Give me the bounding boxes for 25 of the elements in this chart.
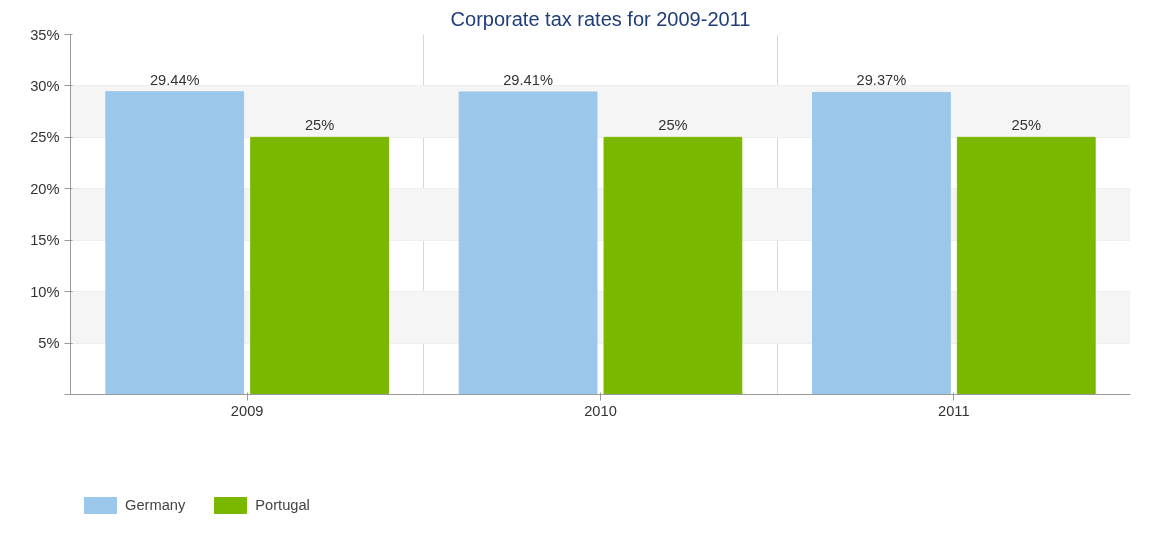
legend-label: Portugal xyxy=(255,496,310,513)
y-tick-label: 15% xyxy=(30,232,60,249)
data-label: 25% xyxy=(658,117,688,134)
bar xyxy=(105,91,245,395)
data-label: 25% xyxy=(304,117,335,134)
data-label: 29.44% xyxy=(149,71,200,88)
data-label: 29.41% xyxy=(503,72,553,88)
x-tick-label: 2009 xyxy=(230,402,264,419)
y-tick-label: 30% xyxy=(30,77,60,94)
data-label: 29.37% xyxy=(856,72,907,89)
x-tick-label: 2010 xyxy=(584,402,617,419)
chart-title: Corporate tax rates for 2009-2011 xyxy=(450,7,751,30)
bar xyxy=(458,91,598,395)
legend-label: Germany xyxy=(125,496,186,513)
y-tick-label: 35% xyxy=(30,26,60,43)
y-tick-label: 25% xyxy=(30,129,60,146)
y-tick-label: 10% xyxy=(30,283,60,300)
data-label: 25% xyxy=(1011,117,1041,134)
bar xyxy=(956,136,1096,395)
y-tick-label: 20% xyxy=(30,180,60,197)
bar xyxy=(603,136,743,395)
bar xyxy=(812,91,951,395)
y-tick-label: 5% xyxy=(38,335,60,352)
bar xyxy=(250,136,389,395)
x-tick-label: 2011 xyxy=(938,402,970,419)
